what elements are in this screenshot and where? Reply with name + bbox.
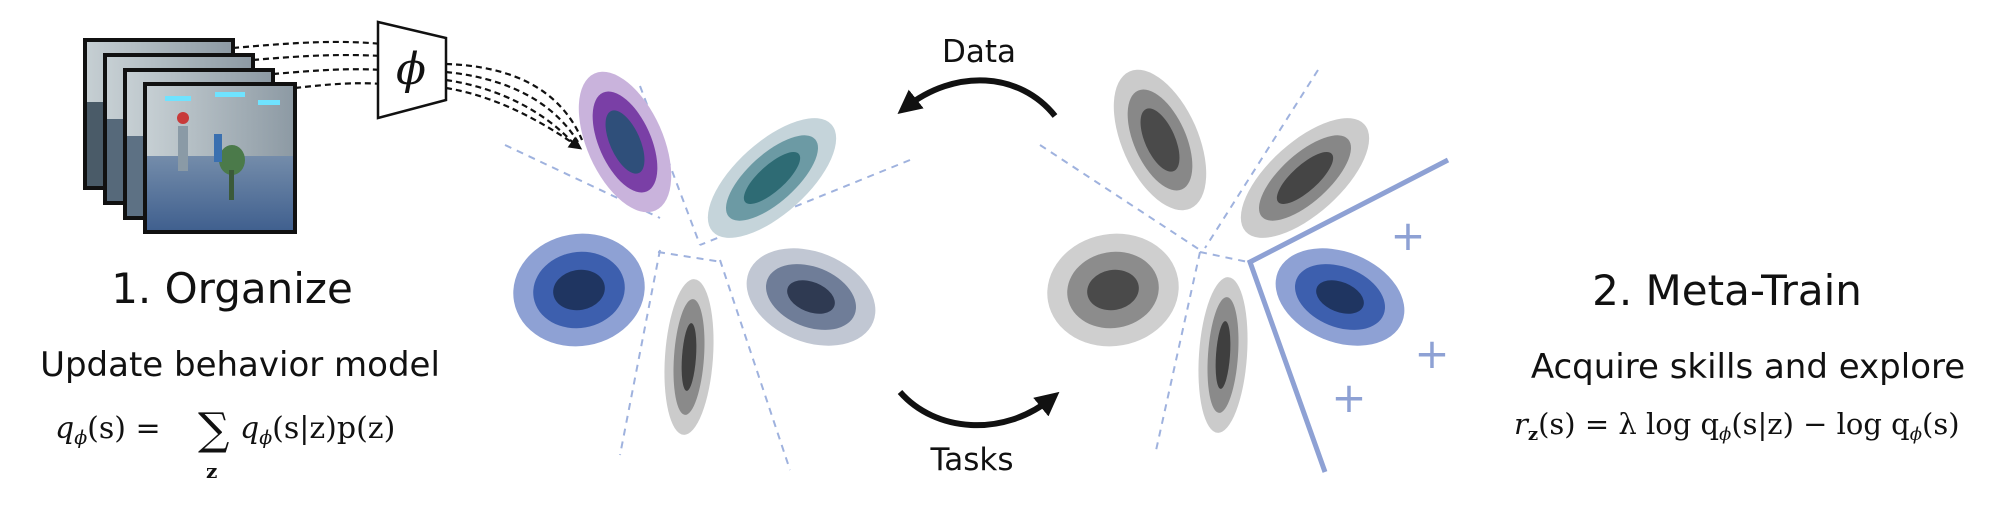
cluster-blue [513, 233, 645, 347]
data-arrow: Data [897, 34, 1058, 118]
organize-title: 1. Organize [111, 264, 353, 313]
phi-label: ϕ [396, 44, 426, 95]
tasks-arrow: Tasks [897, 390, 1060, 478]
meta-train-equation: rz(s) = λ log qϕ(s|z) − log qϕ(s) [1514, 407, 1960, 445]
cluster-gray-left [1047, 233, 1179, 347]
phi-encoder: ϕ [376, 20, 448, 120]
meta-train-boundaries [1039, 69, 1319, 456]
frame-to-encoder-lines [232, 40, 383, 90]
sum-symbol: ∑ [198, 404, 229, 455]
tasks-arrow-label: Tasks [929, 442, 1013, 478]
organize-clusters [504, 71, 911, 471]
meta-train-subtitle: Acquire skills and explore [1531, 347, 1965, 387]
meta-train-title: 2. Meta-Train [1592, 266, 1862, 315]
data-arrow-label: Data [942, 34, 1016, 70]
cluster-gray-center-right [1198, 277, 1248, 433]
observation-frames [83, 38, 297, 234]
cluster-gray-diagonal [1240, 118, 1370, 238]
sum-subscript: z [206, 459, 217, 483]
cluster-purple [578, 71, 672, 213]
organize-text: 1. Organize Update behavior model qϕ(s) … [40, 264, 440, 483]
plus-sign-top: + [1390, 211, 1425, 260]
encoder-to-cluster-lines [445, 62, 584, 150]
svg-text:qϕ(s|z)p(z): qϕ(s|z)p(z) [240, 411, 395, 449]
cluster-teal [707, 118, 837, 238]
task-boundary [1246, 157, 1450, 473]
svg-text:qϕ(s) =: qϕ(s) = [55, 411, 161, 449]
cluster-gray-center [664, 279, 714, 435]
organize-subtitle: Update behavior model [40, 345, 440, 385]
meta-train-text: 2. Meta-Train Acquire skills and explore… [1514, 266, 1965, 445]
cluster-slate [746, 248, 876, 346]
plus-sign-right: + [1414, 329, 1449, 378]
meta-train-clusters: + + + [1039, 69, 1450, 473]
cluster-gray-top [1113, 69, 1207, 211]
cluster-blue-selected [1275, 248, 1405, 346]
organize-equation: qϕ(s) = ∑ z qϕ(s|z)p(z) [55, 404, 395, 483]
observation-frame-front [143, 82, 297, 234]
plus-sign-bottom: + [1331, 373, 1366, 422]
